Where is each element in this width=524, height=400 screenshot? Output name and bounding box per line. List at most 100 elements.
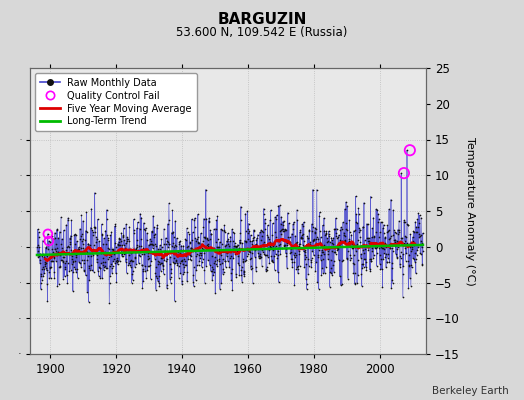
Point <box>216 250 225 256</box>
Point <box>168 243 177 249</box>
Point <box>154 261 162 268</box>
Point <box>278 245 286 252</box>
Point <box>313 279 322 285</box>
Point <box>116 238 125 244</box>
Point <box>237 272 246 278</box>
Point <box>384 227 392 234</box>
Point <box>67 247 75 253</box>
Point <box>223 230 232 237</box>
Point <box>311 268 320 274</box>
Point <box>408 246 416 252</box>
Point <box>237 267 245 273</box>
Point <box>79 244 88 251</box>
Point <box>110 250 118 256</box>
Point <box>316 256 325 263</box>
Point <box>173 248 182 254</box>
Point <box>252 237 260 243</box>
Point <box>77 245 85 251</box>
Point <box>401 258 410 264</box>
Point <box>385 206 393 212</box>
Point <box>128 248 136 255</box>
Point <box>368 245 376 251</box>
Point <box>105 254 113 260</box>
Point <box>348 240 356 247</box>
Point <box>270 267 279 273</box>
Point <box>405 262 413 269</box>
Point <box>135 252 143 258</box>
Point <box>192 253 200 259</box>
Point <box>172 256 180 263</box>
Point <box>265 246 273 253</box>
Point <box>167 273 175 280</box>
Point <box>366 268 375 274</box>
Point <box>269 253 278 259</box>
Point <box>235 245 243 251</box>
Point <box>187 244 195 251</box>
Point <box>290 219 298 225</box>
Point <box>285 239 293 246</box>
Point <box>225 238 234 244</box>
Point <box>189 272 198 278</box>
Point <box>285 240 293 246</box>
Point <box>80 260 88 266</box>
Point <box>328 248 336 254</box>
Point <box>62 244 71 250</box>
Point <box>280 242 288 249</box>
Point <box>265 260 274 266</box>
Point <box>374 234 383 240</box>
Point <box>158 260 166 266</box>
Point <box>71 240 79 247</box>
Point <box>178 281 187 288</box>
Point <box>272 243 280 249</box>
Point <box>156 260 165 266</box>
Point <box>302 276 310 282</box>
Point <box>393 254 401 261</box>
Point <box>144 250 152 256</box>
Point <box>281 250 290 256</box>
Point <box>274 203 282 209</box>
Point <box>235 272 244 278</box>
Point <box>234 253 242 260</box>
Point <box>39 251 47 257</box>
Point <box>242 238 250 244</box>
Point <box>373 250 381 256</box>
Point <box>342 226 350 232</box>
Point <box>57 245 66 252</box>
Point <box>96 275 105 281</box>
Point <box>220 227 228 234</box>
Point <box>102 251 110 258</box>
Point <box>174 274 183 281</box>
Point <box>80 257 89 263</box>
Point <box>57 214 65 220</box>
Point <box>161 240 170 247</box>
Point <box>135 226 144 232</box>
Point <box>123 234 132 240</box>
Point <box>406 275 414 282</box>
Point <box>167 266 175 272</box>
Point <box>83 257 91 263</box>
Point <box>177 258 185 264</box>
Point <box>399 263 408 269</box>
Point <box>132 246 140 252</box>
Point <box>53 283 62 289</box>
Point <box>111 223 119 230</box>
Point <box>35 229 43 235</box>
Point <box>187 245 195 252</box>
Point <box>35 253 43 260</box>
Point <box>43 298 52 304</box>
Point <box>362 243 370 249</box>
Point <box>47 246 56 252</box>
Point <box>163 285 171 291</box>
Point <box>51 235 60 241</box>
Point <box>83 288 91 295</box>
Point <box>209 245 217 252</box>
Point <box>416 212 424 218</box>
Point <box>160 241 168 248</box>
Point <box>299 242 307 248</box>
Point <box>208 268 216 274</box>
Point <box>265 236 273 242</box>
Point <box>190 217 199 223</box>
Point <box>239 268 248 274</box>
Point <box>287 249 295 255</box>
Point <box>253 235 261 242</box>
